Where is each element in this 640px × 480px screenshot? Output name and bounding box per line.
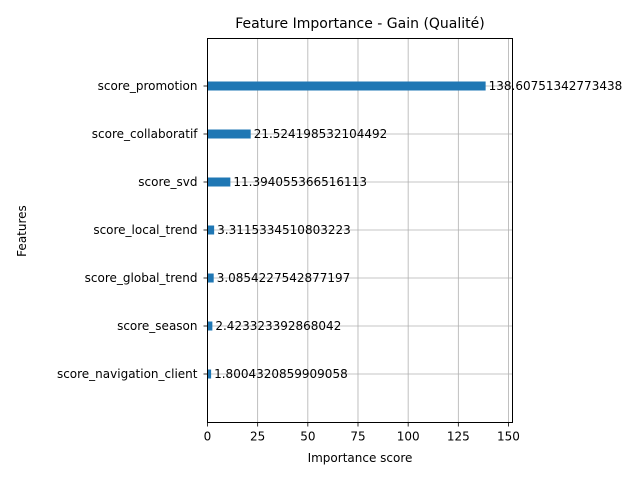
y-tick-label: score_season — [117, 319, 197, 333]
x-tick-label: 50 — [300, 430, 315, 444]
x-tick-label: 125 — [447, 430, 470, 444]
bar — [207, 81, 486, 91]
bar — [207, 369, 212, 379]
bar-value-label: 11.394055366516113 — [233, 175, 367, 189]
x-axis-label: Importance score — [308, 451, 413, 465]
axes — [207, 38, 513, 423]
chart-title: Feature Importance - Gain (Qualité) — [235, 16, 484, 32]
x-tick-label: 75 — [350, 430, 365, 444]
bar — [207, 273, 214, 283]
y-tick-label: score_global_trend — [85, 271, 198, 285]
bar-value-label: 3.3115334510803223 — [217, 223, 351, 237]
bars — [207, 81, 486, 379]
plot-frame — [207, 38, 513, 423]
bar-value-label: 3.0854227542877197 — [217, 271, 351, 285]
bar — [207, 177, 231, 187]
y-ticks: score_promotion score_collaboratif score_s… — [57, 79, 208, 381]
bar-value-label: 138.60751342773438 — [489, 79, 623, 93]
y-axis-label: Features — [15, 205, 29, 257]
x-tick-label: 0 — [204, 430, 212, 444]
x-tick-label: 25 — [250, 430, 265, 444]
bar-value-label: 2.423323392868042 — [215, 319, 341, 333]
x-tick-label: 100 — [397, 430, 420, 444]
bar — [207, 225, 215, 235]
grid — [207, 38, 513, 423]
bar — [207, 129, 251, 139]
x-ticks: 0 25 50 75 100 125 150 — [204, 422, 520, 444]
y-tick-label: score_local_trend — [93, 223, 197, 237]
y-tick-label: score_navigation_client — [57, 367, 198, 381]
y-tick-label: score_collaboratif — [92, 127, 198, 141]
x-tick-label: 150 — [497, 430, 520, 444]
y-tick-label: score_svd — [138, 175, 197, 189]
y-tick-label: score_promotion — [98, 79, 198, 93]
bar-value-label: 1.8004320859909058 — [214, 367, 348, 381]
bar — [207, 321, 213, 331]
bar-value-label: 21.524198532104492 — [254, 127, 388, 141]
bar-labels: 138.60751342773438 21.524198532104492 11.3… — [214, 79, 622, 381]
